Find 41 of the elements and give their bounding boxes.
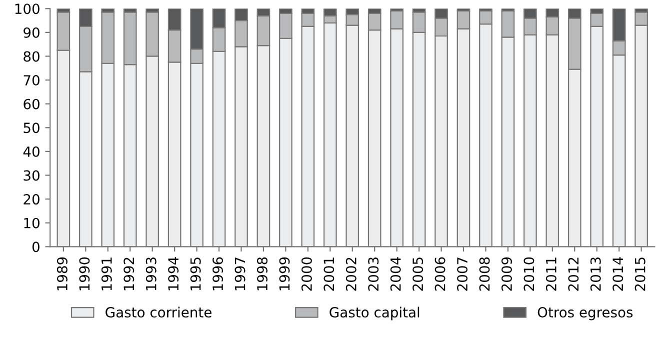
x-tick-label: 1995 <box>190 258 201 290</box>
y-tick-label: 60 <box>24 98 40 110</box>
x-tick-label: 2004 <box>390 257 401 291</box>
y-tick-label: 10 <box>24 218 40 228</box>
y-tick-label: 40 <box>23 146 40 157</box>
x-tick-label: 1989 <box>56 257 68 290</box>
y-tick-label: 100 <box>15 4 40 14</box>
x-tick-label: 2005 <box>412 258 424 291</box>
x-tick-label: 2008 <box>479 257 490 291</box>
x-tick-label: 2013 <box>590 258 601 291</box>
x-tick-label: 2007 <box>457 258 468 291</box>
x-tick-label: 2006 <box>434 257 446 291</box>
x-tick-label: 1999 <box>279 257 290 290</box>
legend-label: Gasto capital <box>330 306 420 320</box>
x-tick-label: 2011 <box>546 258 556 291</box>
x-tick-label: 1997 <box>234 258 246 290</box>
x-tick-label: 1998 <box>256 257 268 290</box>
x-tick-label: 1992 <box>124 258 134 290</box>
x-tick-label: 2009 <box>501 257 512 291</box>
legend-label: Otros egresos <box>538 307 633 320</box>
x-tick-label: 1994 <box>168 257 179 290</box>
x-tick-label: 1993 <box>146 258 156 290</box>
x-tick-label: 2000 <box>301 257 312 291</box>
x-tick-label: 2002 <box>346 258 356 291</box>
x-tick-label: 2003 <box>368 258 379 291</box>
x-tick-label: 2012 <box>568 258 579 291</box>
y-tick-label: 30 <box>24 170 40 181</box>
x-tick-label: 2010 <box>524 257 534 291</box>
y-tick-label: 20 <box>24 194 40 205</box>
y-tick-label: 80 <box>24 51 40 62</box>
y-tick-label: 0 <box>32 242 40 252</box>
y-tick-label: 70 <box>24 75 40 86</box>
x-tick-label: 2015 <box>634 258 646 291</box>
x-tick-label: 1990 <box>79 257 90 290</box>
x-tick-label: 1996 <box>212 257 224 290</box>
x-tick-label: 1991 <box>101 258 112 290</box>
legend-label: Gasto corriente <box>106 306 212 318</box>
y-tick-label: 90 <box>24 27 40 38</box>
x-tick-label: 2014 <box>612 257 624 291</box>
x-tick-label: 2001 <box>324 258 334 291</box>
y-tick-label: 50 <box>24 122 40 134</box>
